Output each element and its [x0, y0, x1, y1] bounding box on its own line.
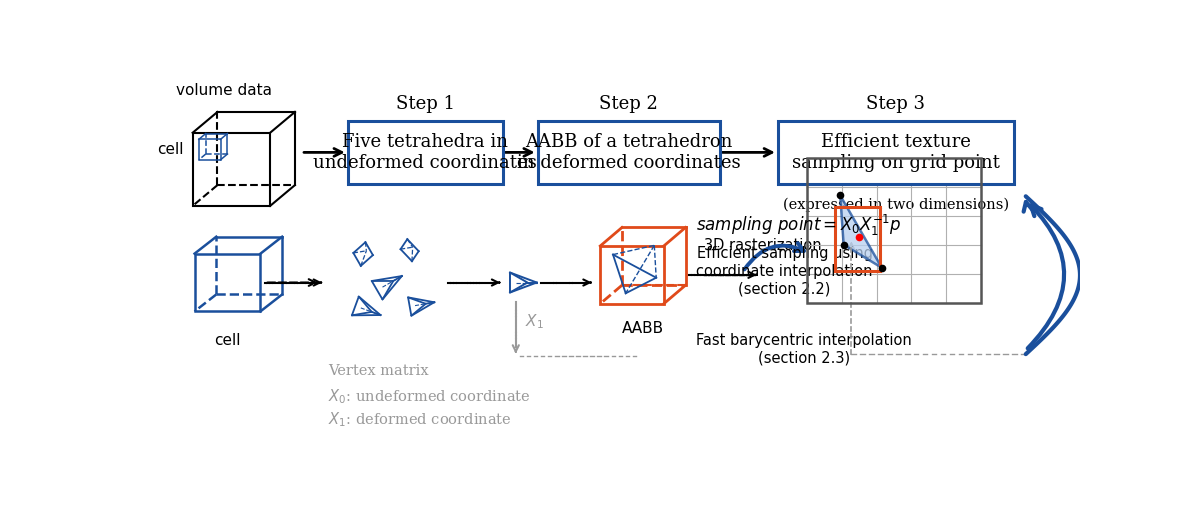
- Text: $\mathit{sampling\ point} = X_0 X_1^{-1} p$: $\mathit{sampling\ point} = X_0 X_1^{-1}…: [696, 213, 902, 238]
- Text: (expressed in two dimensions): (expressed in two dimensions): [782, 198, 1009, 212]
- Text: $X_1$: $X_1$: [526, 312, 544, 331]
- Text: cell: cell: [157, 142, 184, 157]
- Text: $X_0$: undeformed coordinate: $X_0$: undeformed coordinate: [329, 387, 530, 406]
- Text: Step 3: Step 3: [866, 95, 925, 113]
- Text: Step 1: Step 1: [396, 95, 455, 113]
- FancyBboxPatch shape: [348, 121, 503, 184]
- Text: AABB of a tetrahedron
in deformed coordinates: AABB of a tetrahedron in deformed coordi…: [517, 133, 740, 172]
- Text: Efficient sampling using
coordinate interpolation
(section 2.2): Efficient sampling using coordinate inte…: [696, 246, 872, 296]
- Text: AABB: AABB: [622, 321, 664, 336]
- FancyArrowPatch shape: [1027, 205, 1064, 348]
- Text: Vertex matrix: Vertex matrix: [329, 364, 428, 378]
- FancyBboxPatch shape: [538, 121, 720, 184]
- Text: Five tetrahedra in
undeformed coordinates: Five tetrahedra in undeformed coordinate…: [313, 133, 538, 172]
- Text: cell: cell: [215, 333, 241, 348]
- FancyBboxPatch shape: [778, 121, 1014, 184]
- Polygon shape: [840, 195, 882, 268]
- Text: 3D rasterization: 3D rasterization: [704, 238, 822, 253]
- Text: Step 2: Step 2: [599, 95, 658, 113]
- Text: Fast barycentric interpolation
(section 2.3): Fast barycentric interpolation (section …: [696, 334, 912, 365]
- Text: Efficient texture
sampling on grid point: Efficient texture sampling on grid point: [792, 133, 1000, 172]
- Text: volume data: volume data: [175, 83, 271, 98]
- Text: $X_1$: deformed coordinate: $X_1$: deformed coordinate: [329, 410, 512, 429]
